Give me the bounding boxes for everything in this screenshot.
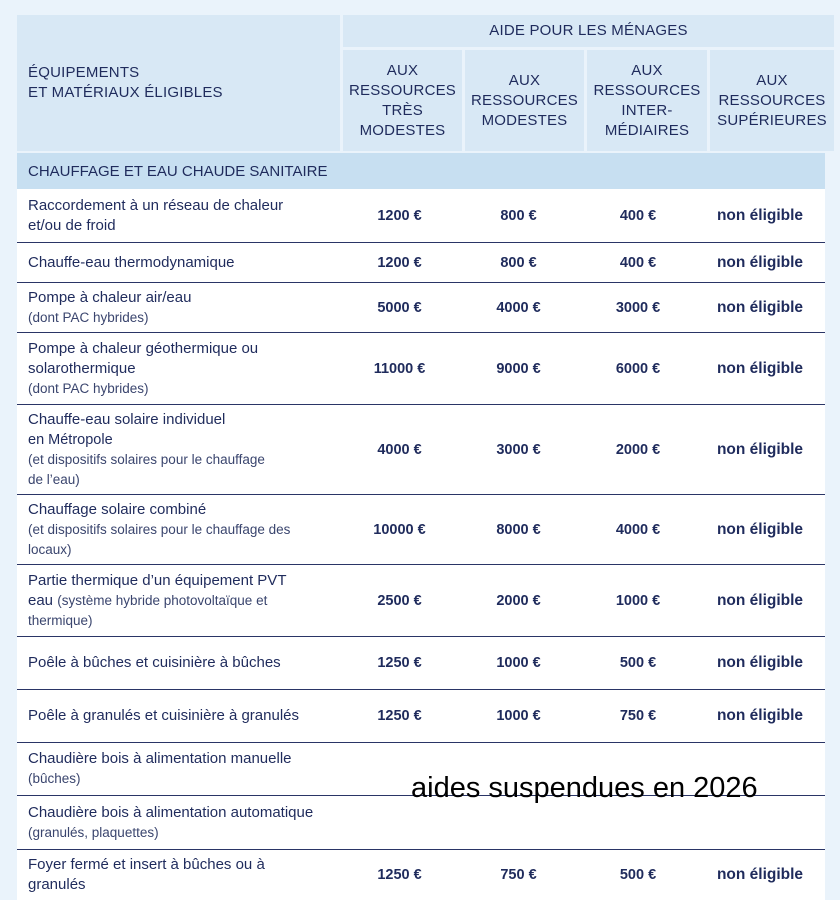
row-value: 1250 € — [377, 867, 422, 883]
row-value: 1000 € — [496, 708, 541, 724]
row-label: Chauffage solaire combiné (et dispositifs… — [17, 500, 317, 560]
row-value: 800 € — [500, 207, 537, 224]
row-value: 1000 € — [496, 655, 541, 671]
row-label-main: Chaudière bois à alimentation automatiqu… — [28, 803, 314, 821]
row-value: non éligible — [716, 359, 804, 377]
table-body: Raccordement à un réseau de chaleur et/o… — [17, 189, 825, 900]
row-label-main: Chaudière bois à alimentation manuelle — [28, 750, 292, 767]
row-label: Chaudière bois à alimentation manuelle (… — [17, 749, 317, 789]
row-value: non éligible — [716, 591, 804, 609]
row-label: Raccordement à un réseau de chaleur et/o… — [17, 196, 317, 236]
row-label: Pompe à chaleur géothermique ou solaroth… — [17, 339, 317, 399]
row-value: 1250 € — [377, 655, 422, 671]
header-group: AIDE POUR LES MÉNAGES — [343, 15, 834, 47]
row-value: 500 € — [619, 655, 657, 671]
row-label-main: Chauffage solaire combiné — [28, 500, 207, 518]
table-row: Pompe à chaleur géothermique ou solaroth… — [17, 333, 825, 405]
header-col-modestes: AUX RESSOURCES MODESTES — [465, 50, 584, 151]
row-value: 800 € — [500, 254, 537, 271]
table-row: Foyer fermé et insert à bûches ou à gran… — [17, 850, 825, 900]
row-label: Poêle à granulés et cuisinière à granulé… — [17, 706, 317, 726]
row-value: 8000 € — [496, 521, 541, 538]
row-value: non éligible — [716, 520, 804, 538]
table-row: Poêle à bûches et cuisinière à bûches 125… — [17, 637, 825, 690]
row-value: 11000 € — [373, 360, 426, 377]
table-row: Chaudière bois à alimentation manuelle (… — [17, 743, 825, 796]
table-row: Partie thermique d’un équipement PVT eau… — [17, 565, 825, 637]
row-value: 400 € — [619, 254, 657, 271]
row-label-extra: en Métropole — [28, 431, 113, 448]
row-value: 6000 € — [615, 360, 661, 377]
header-equipment: ÉQUIPEMENTS ET MATÉRIAUX ÉLIGIBLES — [17, 15, 340, 151]
row-value: 1200 € — [377, 207, 422, 224]
row-value: 4000 € — [377, 441, 422, 458]
row-value: 1000 € — [615, 592, 661, 609]
aid-table: ÉQUIPEMENTS ET MATÉRIAUX ÉLIGIBLES AIDE … — [17, 15, 834, 900]
table-row: Chaudière bois à alimentation automatiqu… — [17, 796, 825, 850]
row-label: Foyer fermé et insert à bûches ou à gran… — [17, 855, 317, 895]
row-value: 2500 € — [377, 592, 422, 609]
row-value: 2000 € — [615, 441, 661, 458]
row-value: non éligible — [716, 707, 804, 724]
row-label-main: Partie thermique d’un équipement PVT eau — [28, 571, 287, 609]
row-value: 400 € — [619, 207, 657, 224]
row-label-note: (bûches) — [28, 771, 81, 786]
row-value: 4000 € — [496, 299, 541, 316]
row-label-main: Poêle à granulés et cuisinière à granulé… — [28, 707, 300, 724]
row-value: 1250 € — [377, 708, 422, 724]
table-row: Chauffe-eau solaire individuel en Métropo… — [17, 405, 825, 495]
row-label-note: (système hybride photovoltaïque et therm… — [28, 592, 268, 628]
row-value: 750 € — [619, 708, 657, 724]
row-value: 3000 € — [615, 299, 661, 316]
row-value: non éligible — [716, 206, 804, 224]
row-label: Partie thermique d’un équipement PVT eau… — [17, 571, 307, 631]
header-equipment-label: ÉQUIPEMENTS ET MATÉRIAUX ÉLIGIBLES — [28, 64, 223, 101]
row-label-note: (et dispositifs solaires pour le chauffa… — [28, 521, 291, 557]
row-label-main: Pompe à chaleur air/eau — [28, 288, 192, 306]
table-row: Pompe à chaleur air/eau (dont PAC hybride… — [17, 283, 825, 333]
row-value: 9000 € — [496, 360, 541, 377]
row-value: non éligible — [716, 440, 804, 458]
row-label: Pompe à chaleur air/eau (dont PAC hybride… — [17, 288, 317, 328]
row-label-main: Chauffe-eau thermodynamique — [28, 253, 235, 271]
row-label: Chauffe-eau thermodynamique — [17, 253, 317, 273]
row-label: Poêle à bûches et cuisinière à bûches — [17, 653, 317, 673]
row-label-note: (granulés, plaquettes) — [28, 824, 159, 840]
row-value: non éligible — [716, 866, 804, 883]
row-label-main: Foyer fermé et insert à bûches ou à gran… — [28, 856, 265, 893]
row-label-main: Raccordement à un réseau de chaleur et/o… — [28, 196, 284, 234]
row-value: 500 € — [619, 867, 657, 883]
header-col-intermediaires: AUX RESSOURCES INTER- MÉDIAIRES — [587, 50, 707, 151]
row-label-note: (et dispositifs solaires pour le chauffa… — [28, 451, 265, 487]
header-col-tres-modestes: AUX RESSOURCES TRÈS MODESTES — [343, 50, 462, 151]
row-value: 3000 € — [496, 441, 541, 458]
row-value: 10000 € — [373, 521, 426, 538]
row-label-note: (dont PAC hybrides) — [28, 309, 149, 325]
row-value: 1200 € — [377, 254, 422, 271]
row-label: Chaudière bois à alimentation automatiqu… — [17, 803, 317, 843]
row-value: non éligible — [716, 298, 804, 316]
row-label-main: Poêle à bûches et cuisinière à bûches — [28, 654, 281, 671]
table-row: Poêle à granulés et cuisinière à granulé… — [17, 690, 825, 743]
row-label-main: Pompe à chaleur géothermique ou solaroth… — [28, 339, 259, 377]
row-label-main: Chauffe-eau solaire individuel — [28, 410, 226, 428]
row-value: non éligible — [716, 253, 804, 271]
row-value: 5000 € — [377, 299, 422, 316]
table-row: Chauffage solaire combiné (et dispositifs… — [17, 495, 825, 565]
row-value: 750 € — [500, 867, 537, 883]
row-value: 4000 € — [615, 521, 661, 538]
row-value: non éligible — [716, 654, 804, 671]
section-heading: CHAUFFAGE ET EAU CHAUDE SANITAIRE — [17, 153, 825, 189]
row-label: Chauffe-eau solaire individuel en Métropo… — [17, 410, 277, 490]
row-value: 2000 € — [496, 592, 541, 609]
table-row: Chauffe-eau thermodynamique 1200 € 800 € 40… — [17, 243, 825, 283]
table-row: Raccordement à un réseau de chaleur et/o… — [17, 189, 825, 243]
header-col-superieures: AUX RESSOURCES SUPÉRIEURES — [710, 50, 834, 151]
row-label-note: (dont PAC hybrides) — [28, 380, 149, 396]
table-header: ÉQUIPEMENTS ET MATÉRIAUX ÉLIGIBLES AIDE … — [17, 15, 834, 151]
suspension-annotation: aides suspendues en 2026 — [411, 772, 758, 804]
